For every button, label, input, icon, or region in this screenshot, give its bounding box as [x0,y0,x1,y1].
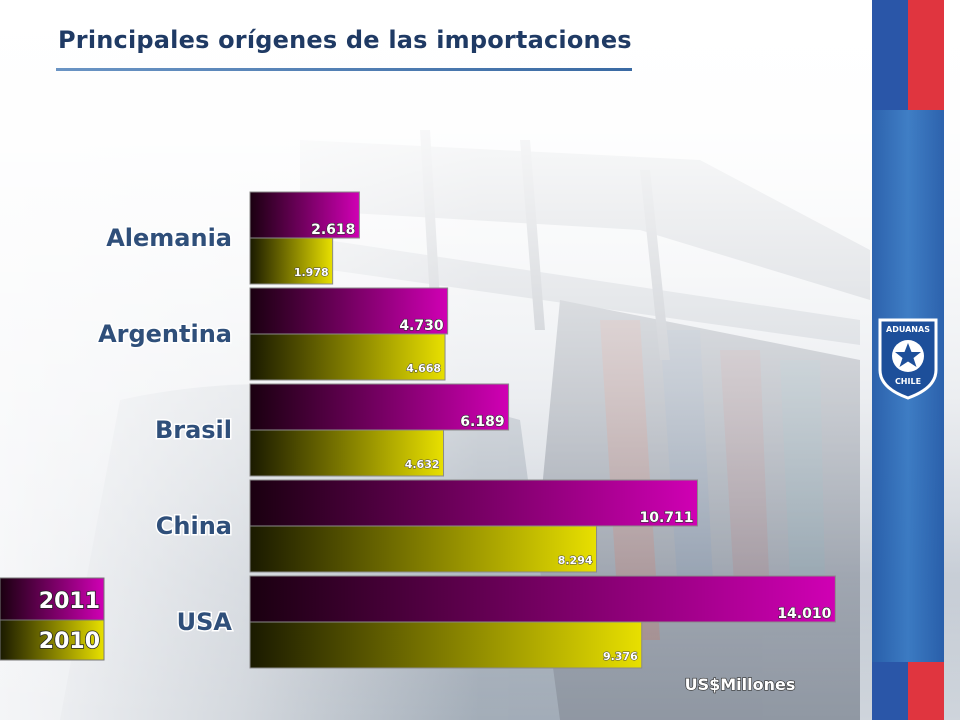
value-label-2010-argentina: 4.668 [406,362,441,375]
bars-layer: 2.618 1.978 4.730 4.668 6.189 4.632 10.711 8.29… [249,191,836,669]
value-label-2011-china: 10.711 [639,510,693,526]
brand-band-red-bottom [908,662,944,720]
value-label-2011-alemania: 2.618 [311,222,355,238]
page-title: Principales orígenes de las importacione… [58,26,632,54]
bar-2011-china [249,479,699,527]
bar-2010-china [249,525,598,573]
category-labels: Alemania Argentina Brasil China USA [97,223,234,638]
bar-2011-usa [249,575,836,623]
value-label-2011-usa: 14.010 [777,606,831,622]
unit-label: US$Millones [685,675,796,694]
value-label-2011-brasil: 6.189 [460,414,504,430]
value-label-2010-brasil: 4.632 [405,458,440,471]
aduanas-chile-shield-icon: ADUANAS CHILE [878,318,938,400]
legend: 2011 2010 [0,577,105,661]
legend-swatch-2010 [0,619,105,661]
logo-text-bottom: CHILE [895,377,921,386]
brand-band-blue-bottom [872,662,908,720]
category-label-usa: USA [177,608,233,636]
brand-band-red-top [908,0,944,110]
bar-2010-brasil [249,429,445,477]
category-label-argentina: Argentina [98,320,232,348]
value-label-2010-usa: 9.376 [603,650,638,663]
bar-2011-argentina [249,287,449,335]
value-label-2011-argentina: 4.730 [399,318,444,334]
brand-band-blue-top [872,0,908,110]
category-label-alemania: Alemania [106,224,232,252]
value-label-2010-china: 8.294 [558,554,593,567]
category-label-china: China [156,512,232,540]
brand-band [872,0,946,720]
bar-2010-usa [249,621,643,669]
bar-2011-alemania [249,191,360,239]
category-label-brasil: Brasil [155,416,232,444]
title-underline [56,68,632,71]
logo-text-top: ADUANAS [886,325,930,334]
legend-label-2011: 2011 [39,589,100,614]
value-label-2010-alemania: 1.978 [294,266,329,279]
legend-label-2010: 2010 [39,629,100,654]
legend-swatch-2011 [0,577,105,621]
bar-2011-brasil [249,383,510,431]
bar-2010-alemania [249,237,334,285]
bar-2010-argentina [249,333,446,381]
